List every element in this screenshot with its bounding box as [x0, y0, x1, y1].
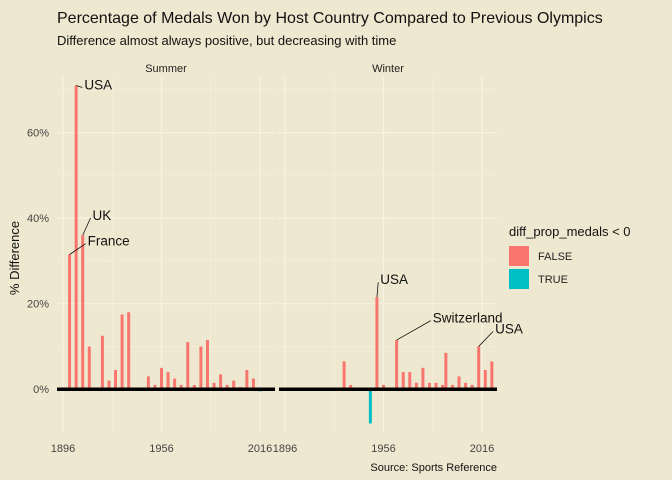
bar: [349, 384, 353, 390]
bar: [186, 342, 190, 390]
x-tick-label: 2016: [248, 443, 272, 455]
bar: [382, 384, 385, 390]
bar: [421, 367, 425, 390]
bar: [444, 352, 448, 390]
y-tick-label: 0%: [33, 384, 49, 396]
y-tick-label: 40%: [27, 213, 49, 225]
bar: [245, 369, 249, 390]
gridlines: [279, 77, 497, 432]
bar: [470, 384, 474, 390]
bar: [434, 382, 438, 390]
bar: [127, 312, 131, 390]
facet-strip-label: Winter: [372, 63, 404, 75]
bar: [232, 380, 236, 390]
bar: [401, 372, 405, 390]
legend-swatch: [509, 269, 529, 289]
bar: [251, 378, 255, 390]
bar: [450, 384, 454, 390]
chart-title: Percentage of Medals Won by Host Country…: [57, 10, 603, 27]
bar: [483, 369, 487, 390]
x-tick-label: 1956: [371, 443, 395, 455]
bar: [490, 361, 494, 390]
bar: [199, 346, 203, 390]
bar: [192, 384, 196, 390]
y-axis-title: % Difference: [7, 221, 22, 295]
annotation-leader: [76, 85, 83, 88]
bar: [408, 372, 412, 390]
bar: [368, 389, 372, 424]
bar: [342, 361, 346, 390]
annotation-leader: [82, 217, 91, 236]
bar: [441, 384, 445, 390]
bar: [375, 297, 379, 390]
annotation-leader: [396, 320, 431, 341]
legend: diff_prop_medals < 0 FALSE TRUE: [509, 224, 631, 289]
annotation-label: France: [88, 234, 130, 249]
bar: [219, 374, 223, 390]
bar: [205, 340, 209, 390]
chart-caption: Source: Sports Reference: [370, 462, 497, 474]
bar: [120, 314, 124, 390]
bar: [427, 382, 431, 390]
y-tick-label: 20%: [27, 299, 49, 311]
legend-swatch: [509, 246, 529, 266]
bar: [225, 384, 229, 390]
legend-label: FALSE: [538, 251, 572, 263]
annotation-label: USA: [380, 272, 408, 287]
annotation-label: UK: [93, 208, 112, 223]
legend-title: diff_prop_medals < 0: [509, 224, 631, 239]
x-tick-label: 2016: [470, 443, 494, 455]
bar: [166, 372, 170, 390]
y-axis-ticks: 0% 20% 40% 60%: [27, 128, 49, 397]
annotation-leader: [478, 331, 494, 347]
bar: [153, 384, 157, 390]
x-tick-label: 1896: [273, 443, 297, 455]
facet-strip-label: Summer: [145, 63, 187, 75]
bar: [87, 346, 91, 390]
annotation-leader: [69, 243, 86, 255]
bar: [457, 376, 461, 390]
legend-label: TRUE: [538, 274, 568, 286]
bar: [395, 340, 399, 390]
x-tick-label: 1896: [51, 443, 75, 455]
annotation-label: USA: [84, 78, 112, 93]
bar: [74, 85, 78, 390]
bar: [464, 382, 468, 390]
bar: [107, 380, 111, 390]
chart-subtitle: Difference almost always positive, but d…: [57, 33, 396, 48]
bar: [100, 335, 104, 390]
bar: [414, 382, 418, 390]
bar: [173, 378, 177, 390]
x-tick-label: 1956: [149, 443, 173, 455]
panel-summer: Summer USA UK France 1896 1956 2016: [51, 63, 275, 455]
annotation-leader: [376, 282, 379, 298]
bar: [212, 382, 216, 390]
bar: [160, 367, 163, 390]
bar: [179, 384, 183, 390]
annotation-label: USA: [495, 321, 523, 336]
bar: [68, 254, 72, 390]
bar: [477, 346, 481, 390]
bar: [81, 235, 85, 390]
y-tick-label: 60%: [27, 128, 49, 140]
bar: [114, 369, 118, 390]
annotation-label: Switzerland: [433, 311, 503, 326]
bar: [146, 376, 150, 390]
